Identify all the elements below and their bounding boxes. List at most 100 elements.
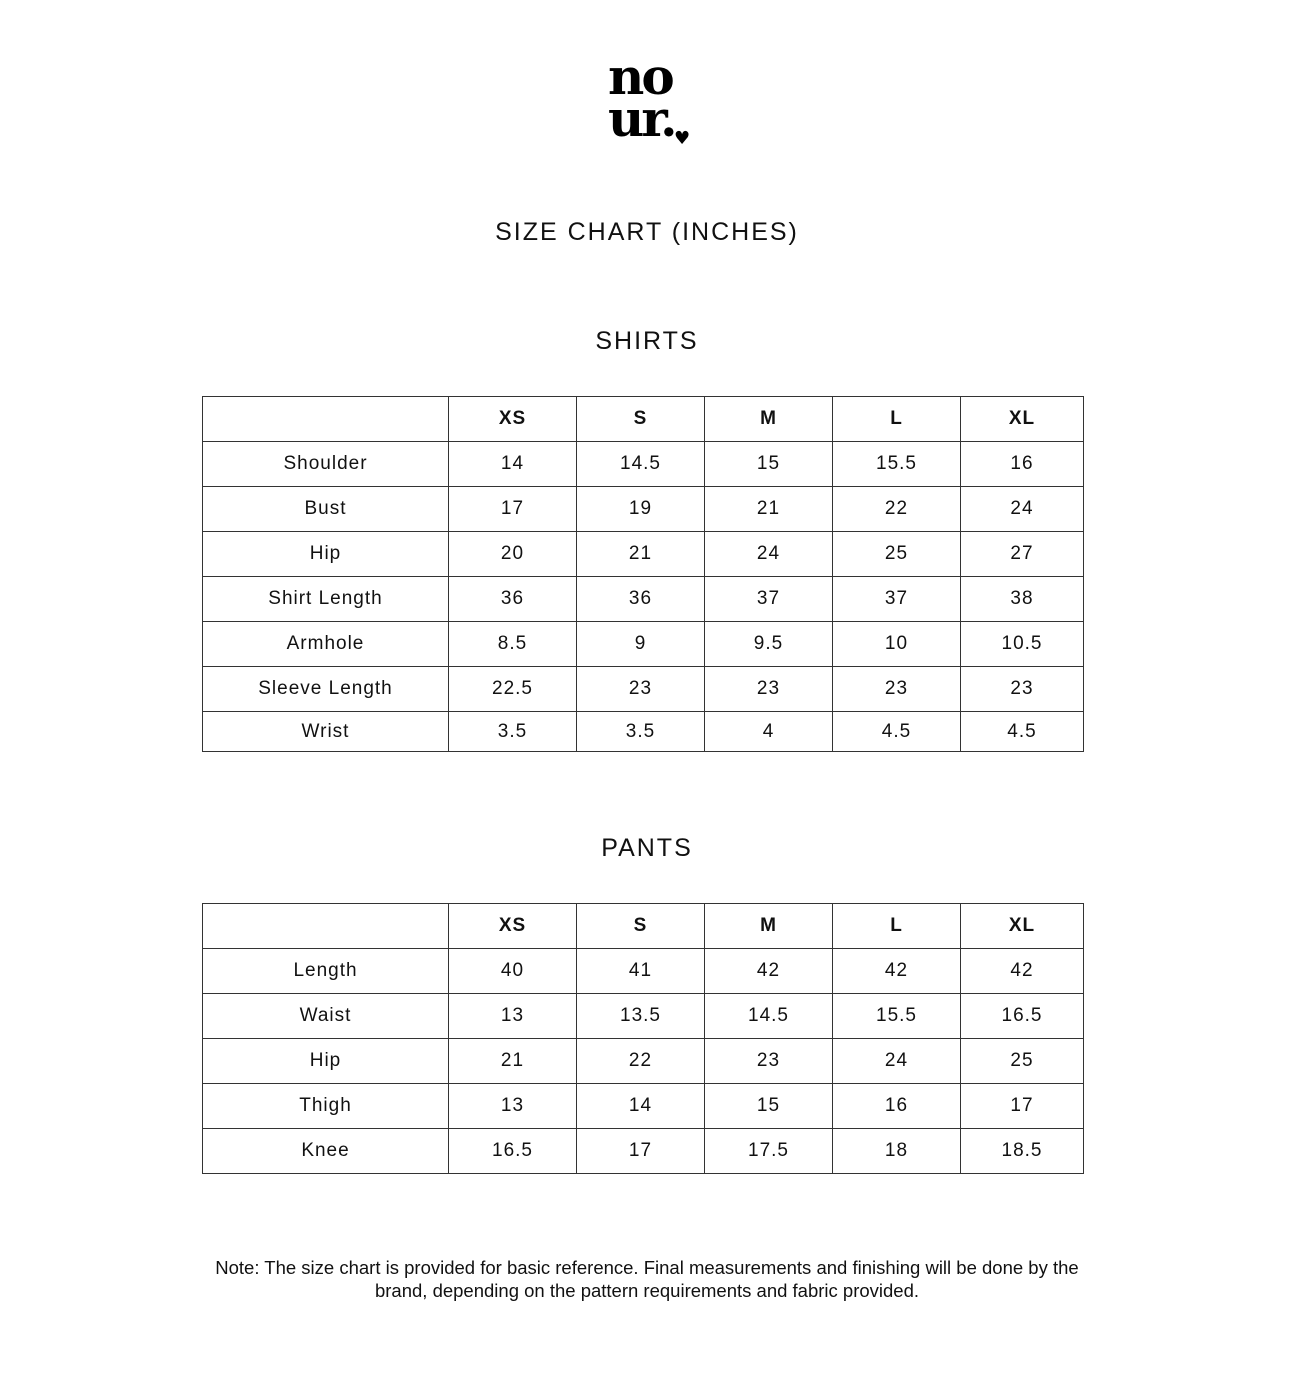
heart-icon: ♥	[674, 128, 691, 149]
measurement-value: 17.5	[704, 1128, 833, 1174]
measurement-value: 36	[576, 576, 705, 622]
measurement-value: 23	[832, 666, 961, 712]
empty-header-cell	[202, 396, 449, 442]
measurement-value: 21	[576, 531, 705, 577]
table-row: Wrist 3.5 3.5 4 4.5 4.5	[202, 711, 1084, 752]
measurement-value: 22.5	[448, 666, 577, 712]
measurement-value: 15.5	[832, 441, 961, 487]
measurement-value: 3.5	[576, 711, 705, 752]
size-header-xs: XS	[448, 396, 577, 442]
table-row: Length 40 41 42 42 42	[202, 948, 1084, 994]
measurement-value: 24	[832, 1038, 961, 1084]
measurement-value: 37	[704, 576, 833, 622]
table-row: Hip 20 21 24 25 27	[202, 531, 1084, 577]
measurement-value: 23	[960, 666, 1084, 712]
measurement-value: 16.5	[960, 993, 1084, 1039]
measurement-value: 13.5	[576, 993, 705, 1039]
size-header-xl: XL	[960, 396, 1084, 442]
measurement-value: 24	[704, 531, 833, 577]
measurement-value: 21	[704, 486, 833, 532]
table-row: Hip 21 22 23 24 25	[202, 1038, 1084, 1084]
measurement-value: 23	[576, 666, 705, 712]
table-row: Bust 17 19 21 22 24	[202, 486, 1084, 532]
measurement-value: 4	[704, 711, 833, 752]
measurement-label: Hip	[202, 1038, 449, 1084]
measurement-value: 42	[832, 948, 961, 994]
table-row: Shoulder 14 14.5 15 15.5 16	[202, 441, 1084, 487]
measurement-value: 13	[448, 993, 577, 1039]
measurement-label: Length	[202, 948, 449, 994]
measurement-label: Knee	[202, 1128, 449, 1174]
table-header-row: XS S M L XL	[202, 903, 1084, 949]
measurement-value: 16	[832, 1083, 961, 1129]
size-chart-note: Note: The size chart is provided for bas…	[0, 1256, 1294, 1302]
note-line-1: Note: The size chart is provided for bas…	[215, 1257, 1079, 1278]
table-row: Sleeve Length 22.5 23 23 23 23	[202, 666, 1084, 712]
measurement-value: 25	[960, 1038, 1084, 1084]
size-header-l: L	[832, 903, 961, 949]
brand-logo: no ur. ♥	[606, 52, 696, 152]
measurement-value: 42	[704, 948, 833, 994]
measurement-value: 21	[448, 1038, 577, 1084]
table-header-row: XS S M L XL	[202, 396, 1084, 442]
table-row: Shirt Length 36 36 37 37 38	[202, 576, 1084, 622]
measurement-value: 22	[832, 486, 961, 532]
size-header-s: S	[576, 396, 705, 442]
logo-text-line2: ur.	[608, 89, 677, 148]
measurement-value: 14.5	[576, 441, 705, 487]
measurement-label: Shirt Length	[202, 576, 449, 622]
measurement-value: 17	[448, 486, 577, 532]
measurement-value: 14.5	[704, 993, 833, 1039]
size-header-l: L	[832, 396, 961, 442]
measurement-value: 20	[448, 531, 577, 577]
measurement-value: 24	[960, 486, 1084, 532]
measurement-label: Thigh	[202, 1083, 449, 1129]
measurement-value: 15.5	[832, 993, 961, 1039]
measurement-value: 9	[576, 621, 705, 667]
measurement-value: 3.5	[448, 711, 577, 752]
measurement-value: 15	[704, 441, 833, 487]
measurement-value: 4.5	[960, 711, 1084, 752]
measurement-label: Sleeve Length	[202, 666, 449, 712]
measurement-value: 41	[576, 948, 705, 994]
measurement-value: 8.5	[448, 621, 577, 667]
measurement-label: Bust	[202, 486, 449, 532]
measurement-value: 19	[576, 486, 705, 532]
measurement-value: 4.5	[832, 711, 961, 752]
size-header-m: M	[704, 903, 833, 949]
measurement-value: 23	[704, 1038, 833, 1084]
table-row: Armhole 8.5 9 9.5 10 10.5	[202, 621, 1084, 667]
measurement-value: 23	[704, 666, 833, 712]
logo-text-line1: no	[608, 47, 675, 106]
shirts-heading: SHIRTS	[595, 327, 699, 355]
measurement-value: 10	[832, 621, 961, 667]
measurement-label: Armhole	[202, 621, 449, 667]
table-row: Waist 13 13.5 14.5 15.5 16.5	[202, 993, 1084, 1039]
measurement-value: 18.5	[960, 1128, 1084, 1174]
measurement-label: Shoulder	[202, 441, 449, 487]
shirts-size-table: XS S M L XL Shoulder 14 14.5 15 15.5 16 Bust 17 19 21 2…	[202, 396, 1084, 752]
measurement-value: 16	[960, 441, 1084, 487]
measurement-value: 42	[960, 948, 1084, 994]
measurement-value: 13	[448, 1083, 577, 1129]
measurement-value: 27	[960, 531, 1084, 577]
table-row: Thigh 13 14 15 16 17	[202, 1083, 1084, 1129]
measurement-value: 25	[832, 531, 961, 577]
measurement-value: 17	[576, 1128, 705, 1174]
note-line-2: brand, depending on the pattern requirem…	[374, 1280, 920, 1301]
measurement-value: 14	[448, 441, 577, 487]
measurement-value: 14	[576, 1083, 705, 1129]
pants-size-table: XS S M L XL Length 40 41 42 42 42 Waist 13 13.5 14.5 15…	[202, 903, 1084, 1174]
measurement-value: 15	[704, 1083, 833, 1129]
size-header-s: S	[576, 903, 705, 949]
measurement-value: 9.5	[704, 621, 833, 667]
table-row: Knee 16.5 17 17.5 18 18.5	[202, 1128, 1084, 1174]
empty-header-cell	[202, 903, 449, 949]
measurement-value: 18	[832, 1128, 961, 1174]
measurement-value: 38	[960, 576, 1084, 622]
page-title: SIZE CHART (INCHES)	[495, 218, 799, 246]
measurement-value: 10.5	[960, 621, 1084, 667]
measurement-value: 16.5	[448, 1128, 577, 1174]
measurement-label: Hip	[202, 531, 449, 577]
size-header-xl: XL	[960, 903, 1084, 949]
